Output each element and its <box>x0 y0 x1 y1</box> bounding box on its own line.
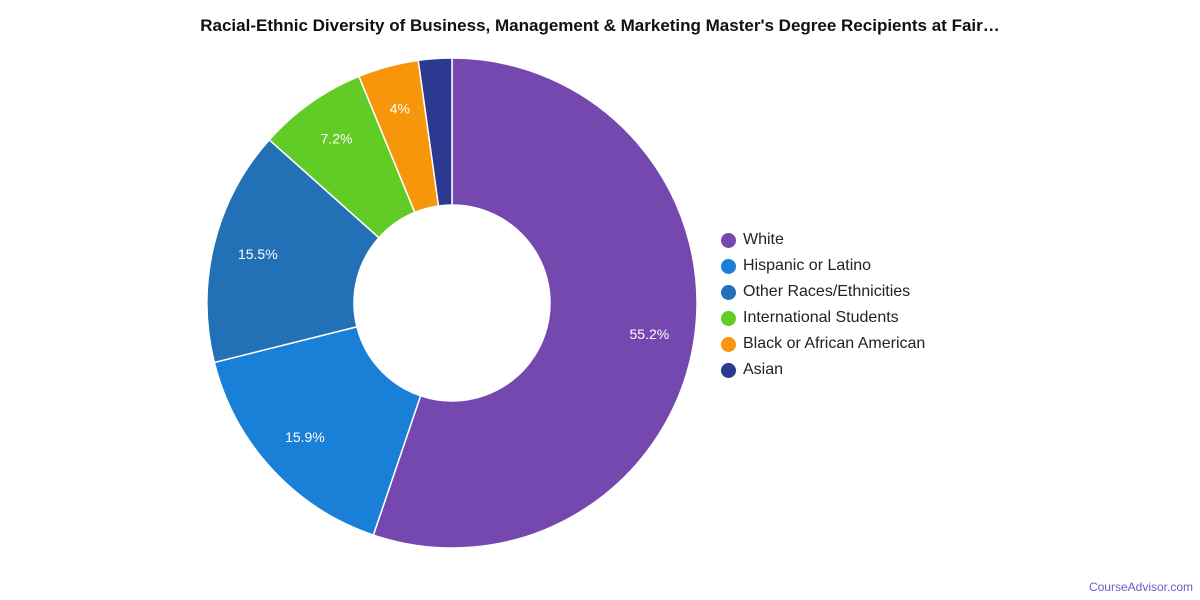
legend-swatch-icon <box>721 232 736 248</box>
legend-item-asian[interactable]: Asian <box>721 357 925 383</box>
legend-item-hispanic-or-latino[interactable]: Hispanic or Latino <box>721 253 925 279</box>
slice-label-international-students: 7.2% <box>321 130 353 146</box>
legend-label: Black or African American <box>743 335 926 352</box>
legend-swatch-icon <box>721 336 736 352</box>
legend-swatch-icon <box>721 310 736 326</box>
legend-label: Hispanic or Latino <box>743 257 872 274</box>
chart-title: Racial-Ethnic Diversity of Business, Man… <box>200 16 1000 35</box>
legend-item-international-students[interactable]: International Students <box>721 305 925 331</box>
legend-item-black-or-african-american[interactable]: Black or African American <box>721 331 925 357</box>
legend-swatch-icon <box>721 362 736 378</box>
donut-slices <box>206 57 698 549</box>
slice-other-races-ethnicities[interactable] <box>206 138 380 364</box>
legend-label: International Students <box>743 309 899 326</box>
legend-item-white[interactable]: White <box>721 227 925 253</box>
chart-legend: White Hispanic or Latino Other Races/Ethni… <box>721 227 925 383</box>
slice-labels: 55.2% 15.9% 15.5% 7.2% 4% <box>238 101 669 446</box>
slice-label-black-or-african-american: 4% <box>390 101 410 117</box>
legend-swatch-icon <box>721 258 736 274</box>
courseadvisor-watermark[interactable]: CourseAdvisor.com <box>1088 580 1193 594</box>
legend-label: White <box>743 231 784 248</box>
legend-item-other-races-ethnicities[interactable]: Other Races/Ethnicities <box>721 279 925 305</box>
legend-label: Other Races/Ethnicities <box>743 283 911 300</box>
slice-white[interactable] <box>372 57 698 549</box>
legend-label: Asian <box>743 361 784 378</box>
slice-label-hispanic-or-latino: 15.9% <box>285 429 325 445</box>
slice-asian[interactable] <box>417 57 453 207</box>
slice-hispanic-or-latino[interactable] <box>213 325 422 536</box>
slice-label-other-races-ethnicities: 15.5% <box>238 246 278 262</box>
slice-label-white: 55.2% <box>629 326 669 342</box>
legend-swatch-icon <box>721 284 736 300</box>
